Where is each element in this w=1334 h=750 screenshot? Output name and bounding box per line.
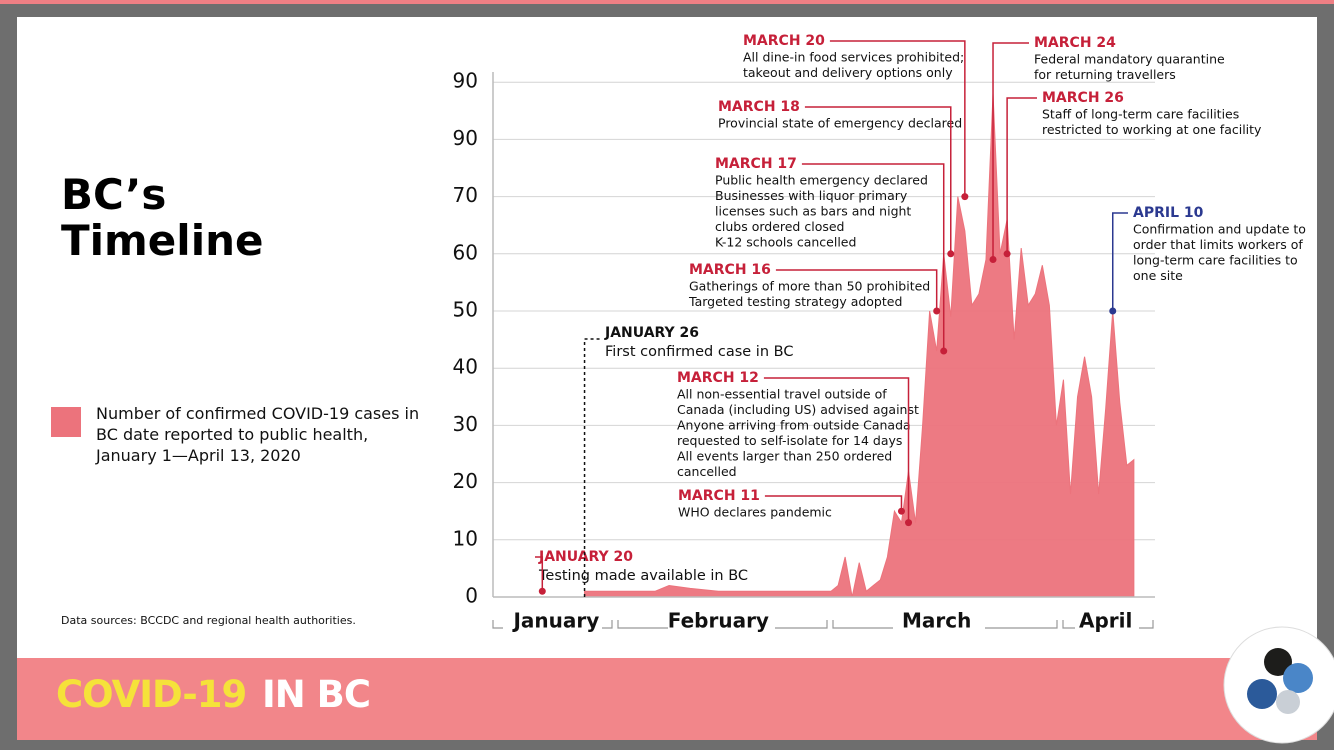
month-brackets [492, 620, 1154, 629]
annotation-text: Anyone arriving from outside Canada [677, 418, 911, 433]
annotation-text: Businesses with liquor primary [715, 188, 908, 203]
annotation-text: takeout and delivery options only [743, 65, 953, 80]
annotation-text: All events larger than 250 ordered [677, 449, 892, 464]
annotation-text: clubs ordered closed [715, 219, 844, 234]
leader-line [763, 377, 910, 523]
annotation-text: Federal mandatory quarantine [1034, 52, 1225, 67]
annotation-text: WHO declares pandemic [678, 505, 832, 520]
leader-line [1111, 212, 1128, 311]
annotation-text: K-12 schools cancelled [715, 235, 856, 250]
leader-line [775, 269, 938, 311]
annotation-dot [538, 587, 546, 595]
annotation-date: MARCH 26 [1042, 90, 1124, 106]
annotation-text: All dine-in food services prohibited; [743, 50, 964, 65]
legend-label: Number of confirmed COVID-19 cases in BC… [96, 404, 420, 465]
annotation-text: Staff of long-term care facilities [1042, 107, 1239, 122]
annotation-text: Confirmation and update to [1133, 222, 1306, 237]
logo [1223, 626, 1334, 744]
leader-line [764, 495, 903, 512]
y-tick-label: 30 [453, 412, 478, 436]
y-tick-label: 50 [453, 298, 478, 322]
annotation-dot [940, 347, 948, 355]
y-tick-label: 90 [453, 69, 478, 93]
annotation-text: Canada (including US) advised against [677, 402, 919, 417]
annotation-dot [933, 307, 941, 315]
annotation-date: MARCH 20 [743, 33, 825, 49]
chart-title: BC’s Timeline [61, 170, 264, 265]
x-tick-label: March [902, 609, 971, 633]
annotation-dot [897, 507, 905, 515]
annotation-text: for returning travellers [1034, 67, 1176, 82]
x-tick-label: February [668, 609, 769, 633]
y-tick-label: 40 [453, 355, 478, 379]
annotation-date: MARCH 16 [689, 262, 771, 278]
leader-line [804, 106, 952, 254]
annotation-date: MARCH 11 [678, 488, 760, 504]
annotation: JANUARY 26 First confirmed case in BC [583, 325, 793, 597]
source-note: Data sources: BCCDC and regional health … [61, 614, 356, 627]
leader-line [535, 556, 544, 592]
annotation-text: long-term care facilities to [1133, 253, 1298, 268]
annotation-text: Gatherings of more than 50 prohibited [689, 279, 930, 294]
leader-line [992, 42, 1029, 260]
annotation-text: First confirmed case in BC [605, 344, 793, 360]
annotation-date: JANUARY 26 [604, 325, 699, 341]
annotation-text: restricted to working at one facility [1042, 122, 1262, 137]
annotation-dot [1003, 250, 1011, 258]
annotation-text: one site [1133, 268, 1183, 283]
annotation-text: cancelled [677, 464, 737, 479]
annotation-text: requested to self-isolate for 14 days [677, 433, 902, 448]
footer-band [17, 658, 1317, 740]
top-band [0, 0, 1334, 4]
annotation-date: JANUARY 20 [538, 549, 633, 565]
y-tick-label: 60 [453, 240, 478, 264]
annotation-text: Targeted testing strategy adopted [688, 294, 902, 309]
annotation-text: Public health emergency declared [715, 173, 928, 188]
y-tick-label: 10 [453, 526, 478, 550]
y-tick-label: 0 [465, 584, 478, 608]
annotation-text: Testing made available in BC [538, 568, 748, 584]
area [584, 93, 1135, 598]
y-tick-label: 20 [453, 469, 478, 493]
leader-line [801, 163, 945, 352]
annotation-date: APRIL 10 [1133, 205, 1204, 221]
footer-title: COVID-19 [56, 673, 247, 716]
annotation-date: MARCH 12 [677, 370, 759, 386]
leader-line [1006, 97, 1037, 254]
x-tick-label: January [511, 609, 599, 633]
footer-title: IN BC [262, 673, 371, 716]
y-tick-label: 90 [453, 126, 478, 150]
annotation-dot [947, 250, 955, 258]
leader-line [829, 40, 966, 197]
x-tick-label: April [1079, 609, 1132, 633]
annotation: JANUARY 20 Testing made available in BC [535, 549, 748, 595]
annotation-text: All non-essential travel outside of [677, 387, 887, 402]
leader-line [583, 338, 601, 597]
annotation-text: order that limits workers of [1133, 237, 1303, 252]
annotation-dot [1109, 307, 1117, 315]
annotation-dot [989, 256, 997, 264]
annotation-dot [961, 193, 969, 201]
legend-swatch [51, 407, 81, 437]
annotation-text: licenses such as bars and night [715, 204, 911, 219]
annotation-text: Provincial state of emergency declared [718, 116, 962, 131]
annotation-date: MARCH 18 [718, 99, 800, 115]
annotation-dot [905, 519, 913, 527]
annotation-date: MARCH 24 [1034, 35, 1116, 51]
y-tick-label: 70 [453, 183, 478, 207]
annotation-date: MARCH 17 [715, 156, 797, 172]
